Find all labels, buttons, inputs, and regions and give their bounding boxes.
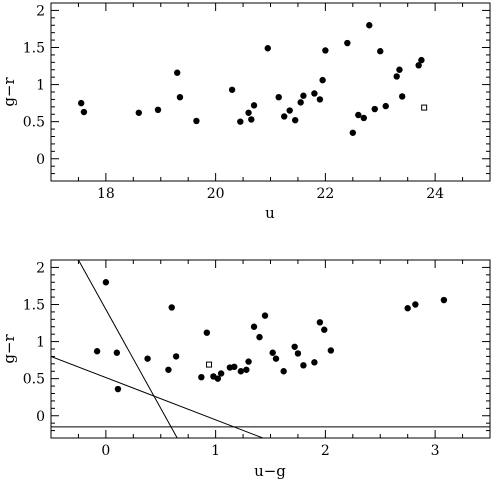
y-tick-label: 0.5 (23, 115, 45, 131)
top-panel-uv-diagram: 18 20 22 24 0 0.5 1 1.5 2 u g−r (0, 2, 491, 222)
x-axis-label: u (265, 204, 275, 222)
x-tick-label: 22 (316, 186, 334, 202)
y-tick-label: 2 (36, 3, 45, 19)
y-axis-label: g−r (0, 334, 18, 364)
data-point (245, 109, 252, 116)
data-point (366, 22, 373, 29)
data-point (250, 323, 258, 330)
data-point (286, 107, 293, 114)
data-point (174, 69, 181, 76)
y-tick-label: 1 (36, 335, 45, 351)
bottom-panel-color-color-diagram: 0 1 2 3 0 0.5 1 1.5 2 u−g g−r (0, 259, 491, 480)
data-point (300, 362, 307, 369)
x-tick-label: 1 (211, 443, 220, 459)
data-point (281, 113, 288, 120)
y-tick-label: 1.5 (23, 41, 45, 57)
data-point (80, 108, 88, 116)
data-point (418, 56, 425, 64)
data-point (237, 118, 244, 125)
data-point-open-square (206, 361, 213, 368)
x-tick-label: 0 (101, 443, 110, 459)
reference-line (51, 355, 263, 438)
data-point (280, 368, 287, 375)
data-point (168, 304, 175, 311)
y-axis-label: g−r (0, 77, 18, 107)
data-point (275, 93, 282, 101)
data-point (243, 366, 250, 373)
plot-frame (50, 259, 491, 439)
x-tick-label: 18 (97, 186, 115, 202)
data-point (399, 93, 406, 100)
data-point (440, 296, 448, 304)
data-point (360, 114, 367, 122)
x-tick-label: 2 (321, 443, 330, 459)
data-point (393, 73, 400, 80)
data-point (415, 62, 422, 69)
data-point (269, 349, 276, 356)
data-point (214, 375, 222, 382)
data-point (322, 47, 329, 54)
data-point (404, 305, 411, 312)
data-point (377, 48, 384, 55)
y-tick-label: 0 (36, 152, 45, 168)
data-point (77, 99, 85, 107)
data-point (217, 370, 225, 377)
data-point (113, 349, 121, 356)
data-point (291, 116, 299, 124)
data-point (272, 355, 280, 362)
x-tick-label: 3 (431, 443, 440, 459)
data-point (102, 279, 110, 286)
data-point (165, 366, 172, 373)
data-point (198, 373, 205, 381)
y-tick-label: 1.5 (23, 298, 45, 314)
data-point (297, 99, 304, 106)
data-point (355, 111, 362, 119)
reference-line (78, 260, 178, 438)
x-axis-label: u−g (254, 462, 286, 480)
data-point (261, 312, 269, 319)
data-point (349, 129, 357, 136)
data-point (144, 355, 151, 362)
data-point (245, 358, 252, 365)
data-point (237, 368, 245, 375)
data-point (294, 350, 302, 357)
data-point (248, 116, 255, 123)
data-point (264, 45, 271, 52)
data-point-open-square (421, 104, 428, 111)
y-tick-label: 0.5 (23, 372, 45, 388)
data-point (135, 109, 142, 116)
data-point (114, 385, 122, 393)
plot-frame (50, 2, 491, 182)
data-point (172, 353, 180, 360)
data-point (250, 102, 258, 109)
data-point (327, 347, 335, 354)
data-point (228, 86, 236, 93)
data-point (382, 102, 389, 110)
data-point (93, 348, 101, 355)
x-tick-label: 24 (426, 186, 444, 202)
data-point (311, 90, 318, 97)
data-point (319, 76, 326, 84)
data-point (176, 93, 184, 101)
data-point (311, 359, 318, 366)
x-tick-label: 20 (207, 186, 225, 202)
data-point (203, 329, 211, 336)
data-point (316, 96, 324, 103)
data-point (291, 343, 298, 350)
data-point (154, 106, 162, 114)
data-point (344, 39, 351, 47)
data-point (412, 301, 419, 308)
y-tick-label: 0 (36, 409, 45, 425)
data-point (193, 117, 200, 125)
y-tick-label: 1 (36, 78, 45, 94)
data-point (256, 333, 263, 341)
data-point (371, 105, 378, 113)
data-point (396, 66, 403, 73)
data-point (316, 319, 324, 326)
y-tick-label: 2 (36, 260, 45, 276)
data-point (231, 363, 238, 370)
data-point (300, 92, 307, 99)
data-point (321, 326, 328, 333)
